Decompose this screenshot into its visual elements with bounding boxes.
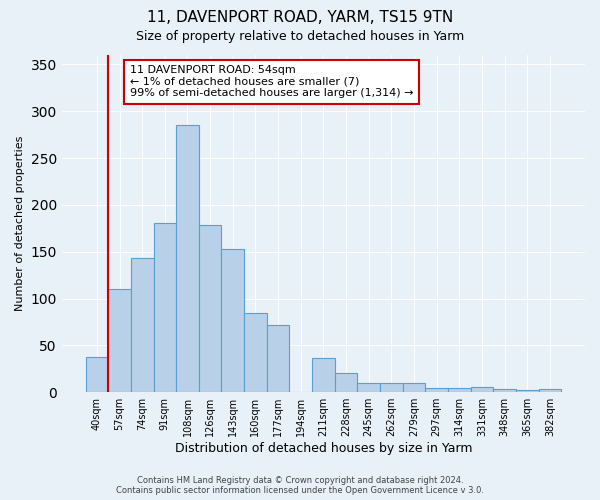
- Bar: [108, 289, 131, 392]
- Text: 11 DAVENPORT ROAD: 54sqm
← 1% of detached houses are smaller (7)
99% of semi-det: 11 DAVENPORT ROAD: 54sqm ← 1% of detache…: [130, 65, 413, 98]
- Bar: [380, 383, 403, 392]
- Bar: [131, 258, 154, 392]
- Bar: [244, 312, 267, 392]
- Text: 11, DAVENPORT ROAD, YARM, TS15 9TN: 11, DAVENPORT ROAD, YARM, TS15 9TN: [147, 10, 453, 25]
- Bar: [358, 383, 380, 392]
- Bar: [221, 249, 244, 392]
- Y-axis label: Number of detached properties: Number of detached properties: [15, 136, 25, 312]
- Bar: [86, 356, 108, 392]
- Text: Size of property relative to detached houses in Yarm: Size of property relative to detached ho…: [136, 30, 464, 43]
- Bar: [539, 390, 561, 392]
- X-axis label: Distribution of detached houses by size in Yarm: Distribution of detached houses by size …: [175, 442, 472, 455]
- Bar: [267, 325, 289, 392]
- Bar: [176, 126, 199, 392]
- Bar: [154, 222, 176, 392]
- Bar: [470, 386, 493, 392]
- Bar: [425, 388, 448, 392]
- Bar: [199, 226, 221, 392]
- Bar: [312, 358, 335, 392]
- Bar: [448, 388, 470, 392]
- Bar: [335, 372, 358, 392]
- Text: Contains HM Land Registry data © Crown copyright and database right 2024.
Contai: Contains HM Land Registry data © Crown c…: [116, 476, 484, 495]
- Bar: [493, 390, 516, 392]
- Bar: [516, 390, 539, 392]
- Bar: [403, 383, 425, 392]
